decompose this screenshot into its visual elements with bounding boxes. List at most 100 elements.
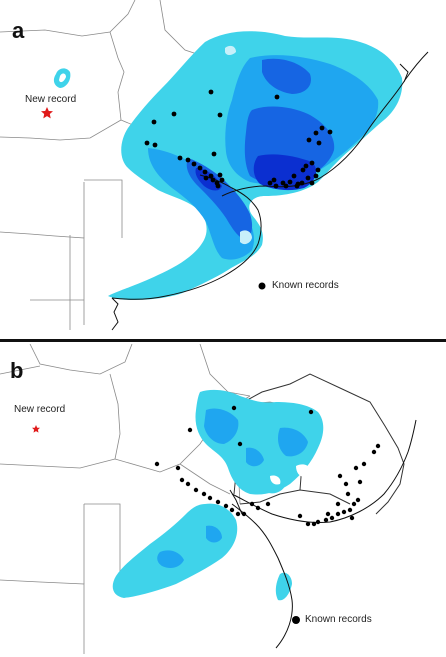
suitability-surface-a <box>53 31 403 300</box>
a-record-dot-8 <box>185 157 191 163</box>
coastline-b <box>229 419 417 649</box>
a-record-dot-39 <box>309 160 315 166</box>
legend-dot-icon-a <box>258 282 266 290</box>
a-record-dot-27 <box>309 180 315 186</box>
a-record-dot-29 <box>315 167 321 173</box>
a-record-dot-1 <box>274 94 280 100</box>
a-record-dot-33 <box>283 183 289 189</box>
b-record-dot-18 <box>265 501 271 507</box>
map-panel-b: b New record Known records <box>0 344 446 657</box>
b-record-dot-19 <box>297 513 303 519</box>
a-record-dot-38 <box>316 140 322 146</box>
a-record-dot-28 <box>313 173 319 179</box>
b-record-dot-33 <box>361 461 367 467</box>
a-record-dot-20 <box>267 180 273 186</box>
a-record-dot-2 <box>171 111 177 117</box>
a-record-dot-19 <box>217 172 223 178</box>
a-record-dot-13 <box>210 177 216 183</box>
b-record-dot-5 <box>175 465 181 471</box>
a-record-dot-9 <box>191 161 197 167</box>
a-record-dot-3 <box>217 112 223 118</box>
b-record-dot-2 <box>237 441 243 447</box>
b-record-dot-28 <box>351 501 357 507</box>
b-record-dot-32 <box>353 465 359 471</box>
b-record-dot-35 <box>343 481 349 487</box>
b-record-dot-34 <box>337 473 343 479</box>
b-record-dot-13 <box>229 507 235 513</box>
a-record-dot-40 <box>295 181 301 187</box>
a-record-dot-31 <box>291 173 297 179</box>
b-record-dot-9 <box>201 491 207 497</box>
b-record-dot-17 <box>255 505 261 511</box>
a-record-dot-16 <box>203 175 209 181</box>
b-record-dot-36 <box>335 501 341 507</box>
a-record-dot-26 <box>305 175 311 181</box>
map-panel-a: a New record Known records <box>0 0 429 331</box>
b-record-dot-21 <box>311 521 317 527</box>
panel-letter-a: a <box>12 18 25 43</box>
b-record-dot-37 <box>349 515 355 521</box>
a-record-dot-5 <box>144 140 150 146</box>
a-record-dot-41 <box>271 177 277 183</box>
a-record-dot-25 <box>299 180 305 186</box>
b-record-dot-11 <box>215 499 221 505</box>
legend-label-a: Known records <box>272 280 339 291</box>
a-record-dot-6 <box>152 142 158 148</box>
b-record-dot-40 <box>325 511 331 517</box>
b-record-dot-23 <box>323 517 329 523</box>
map-b-svg <box>0 344 417 654</box>
a-record-dot-10 <box>197 165 203 171</box>
panel-divider <box>0 339 446 342</box>
b-record-dot-25 <box>335 511 341 517</box>
border-lines-b <box>0 344 321 654</box>
new-record-star-a <box>41 107 53 119</box>
b-record-dot-7 <box>185 481 191 487</box>
b-record-dot-30 <box>345 491 351 497</box>
a-record-dot-34 <box>306 137 312 143</box>
a-record-dot-4 <box>151 119 157 125</box>
a-record-dot-0 <box>208 89 214 95</box>
a-record-dot-17 <box>215 183 221 189</box>
a-record-dot-18 <box>219 177 225 183</box>
b-record-dot-3 <box>308 409 314 415</box>
a-record-dot-37 <box>327 129 333 135</box>
b-record-dot-24 <box>329 515 335 521</box>
new-record-label-a: New record <box>25 94 77 105</box>
b-record-dot-10 <box>207 495 213 501</box>
a-record-dot-32 <box>300 167 306 173</box>
known-records-a <box>144 89 333 189</box>
legend-label-b: Known records <box>305 614 372 625</box>
b-record-dot-22 <box>315 519 321 525</box>
b-record-dot-39 <box>375 443 381 449</box>
b-record-dot-27 <box>347 507 353 513</box>
new-record-star-b <box>32 425 40 433</box>
a-record-dot-30 <box>303 163 309 169</box>
panel-letter-b: b <box>10 358 24 383</box>
a-record-dot-22 <box>280 180 286 186</box>
b-record-dot-8 <box>193 487 199 493</box>
a-record-dot-15 <box>211 151 217 157</box>
a-record-dot-35 <box>313 130 319 136</box>
b-record-dot-38 <box>371 449 377 455</box>
b-record-dot-15 <box>241 511 247 517</box>
b-record-dot-1 <box>187 427 193 433</box>
b-record-dot-20 <box>305 521 311 527</box>
a-record-dot-36 <box>319 125 325 131</box>
new-record-label-b: New record <box>14 404 66 415</box>
map-a-svg <box>0 0 429 331</box>
legend-dot-icon-b <box>292 616 300 624</box>
b-record-dot-31 <box>357 479 363 485</box>
a-record-dot-7 <box>177 155 183 161</box>
a-record-dot-23 <box>287 179 293 185</box>
a-record-dot-12 <box>208 173 214 179</box>
coastline-a <box>111 51 429 331</box>
b-record-dot-14 <box>235 511 241 517</box>
suitability-surface-b <box>112 389 324 601</box>
b-record-dot-12 <box>223 503 229 509</box>
b-record-dot-6 <box>179 477 185 483</box>
b-record-dot-26 <box>341 509 347 515</box>
a-record-dot-11 <box>202 169 208 175</box>
b-record-dot-16 <box>249 501 255 507</box>
b-record-dot-4 <box>154 461 160 467</box>
b-record-dot-29 <box>355 497 361 503</box>
